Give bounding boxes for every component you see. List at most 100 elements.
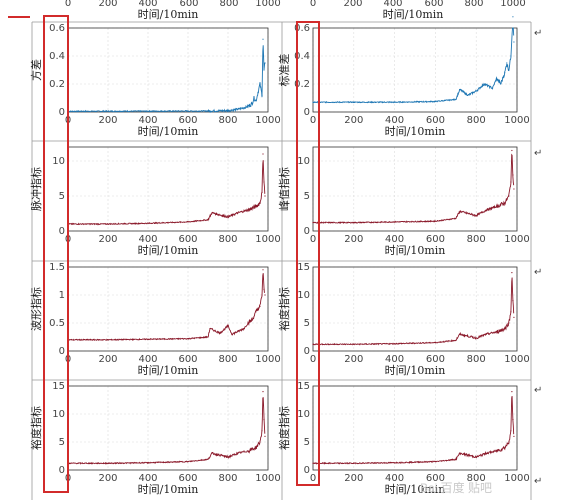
data-point <box>237 212 239 214</box>
data-point <box>262 38 264 40</box>
data-point <box>255 447 257 449</box>
y-tick-label: 0.5 <box>49 318 65 329</box>
x-tick-label: 1000 <box>504 234 529 245</box>
data-point <box>394 101 396 103</box>
series-line <box>67 397 266 465</box>
data-point <box>504 328 506 330</box>
data-point <box>262 153 264 155</box>
series-line <box>67 273 265 342</box>
top-x-tick: 400 <box>383 0 402 9</box>
x-tick-label: 400 <box>138 354 157 365</box>
data-point <box>261 191 263 194</box>
data-point <box>485 452 487 454</box>
x-tick-label: 800 <box>467 473 486 484</box>
x-axis-label: 时间/10min <box>138 483 199 496</box>
x-tick-label: 200 <box>98 115 117 126</box>
data-point <box>264 62 266 64</box>
data-point <box>434 100 436 103</box>
y-tick-label: 5 <box>304 437 310 448</box>
data-point <box>500 83 502 85</box>
data-point <box>209 328 211 330</box>
y-tick-label: 0 <box>59 107 65 118</box>
x-tick-label: 200 <box>344 354 363 365</box>
paragraph-mark: ↵ <box>534 28 542 39</box>
x-tick-label: 400 <box>138 234 157 245</box>
top-x-tick: 200 <box>98 0 117 9</box>
data-point <box>475 456 477 458</box>
x-tick-label: 0 <box>310 354 316 365</box>
x-axis-label: 时间/10min <box>385 244 446 257</box>
x-tick-label: 200 <box>344 115 363 126</box>
data-point <box>455 217 457 219</box>
data-point <box>255 311 257 313</box>
data-point <box>504 72 506 74</box>
y-axis-label: 波形指标 <box>29 287 43 331</box>
x-tick-label: 1000 <box>504 115 529 126</box>
data-point <box>513 435 515 437</box>
data-point <box>247 450 249 452</box>
data-point <box>231 333 233 335</box>
x-tick-label: 1000 <box>504 354 529 365</box>
data-point <box>483 83 485 85</box>
y-tick-label: 0.2 <box>49 79 65 90</box>
y-tick-label: 0 <box>304 226 310 237</box>
x-axis-label: 时间/10min <box>385 483 446 496</box>
data-point <box>511 272 513 274</box>
x-tick-label: 400 <box>138 115 157 126</box>
x-tick-label: 800 <box>218 234 237 245</box>
y-tick-label: 1 <box>59 290 65 301</box>
data-point <box>255 100 257 102</box>
data-point <box>312 462 314 464</box>
data-point <box>207 336 209 338</box>
data-point <box>459 89 461 91</box>
data-point <box>263 419 265 421</box>
y-axis-label: 裕度指标 <box>29 406 43 450</box>
red-annotation-boxes <box>8 15 320 493</box>
x-tick-label: 600 <box>426 115 445 126</box>
data-point <box>511 149 513 152</box>
data-point <box>511 391 513 393</box>
data-point <box>394 343 396 345</box>
data-point <box>247 322 249 324</box>
y-tick-label: 5 <box>59 191 65 202</box>
data-point <box>455 98 457 100</box>
data-point <box>504 202 506 204</box>
data-point <box>475 337 477 339</box>
data-point <box>247 209 249 211</box>
top-x-tick: 800 <box>464 0 483 9</box>
y-tick-label: 5 <box>304 318 310 329</box>
data-point <box>263 69 265 71</box>
top-x-tick: 400 <box>138 0 157 9</box>
data-point <box>227 325 229 327</box>
table-grid <box>31 21 532 500</box>
top-x-axis-label: 时间/10min <box>383 8 444 21</box>
data-point <box>508 441 510 443</box>
data-point <box>237 330 239 332</box>
data-point <box>394 462 396 464</box>
y-tick-label: 10 <box>52 156 65 167</box>
series-line <box>312 277 515 346</box>
data-point <box>394 221 396 223</box>
x-tick-label: 600 <box>178 473 197 484</box>
top-x-axis-label: 时间/10min <box>138 8 199 21</box>
y-tick-label: 1.5 <box>49 262 65 273</box>
data-point <box>207 458 209 460</box>
data-point <box>508 195 510 197</box>
data-point <box>353 222 355 224</box>
data-point <box>227 456 229 458</box>
data-point <box>237 452 239 454</box>
data-point <box>496 77 498 79</box>
x-tick-label: 400 <box>138 473 157 484</box>
y-tick-label: 0.2 <box>294 79 310 90</box>
chart-panel: 0 200 400 600 800 1000 0 0.2 0.4 0.6 时间/10min 标准差 <box>277 16 530 138</box>
top-x-tick: 1000 <box>500 0 525 9</box>
y-tick-label: 0.4 <box>49 51 65 62</box>
x-tick-label: 1000 <box>255 473 280 484</box>
data-point <box>259 305 261 307</box>
y-axis-label: 峰值指标 <box>277 167 291 211</box>
x-tick-label: 400 <box>385 234 404 245</box>
data-point <box>261 294 263 296</box>
